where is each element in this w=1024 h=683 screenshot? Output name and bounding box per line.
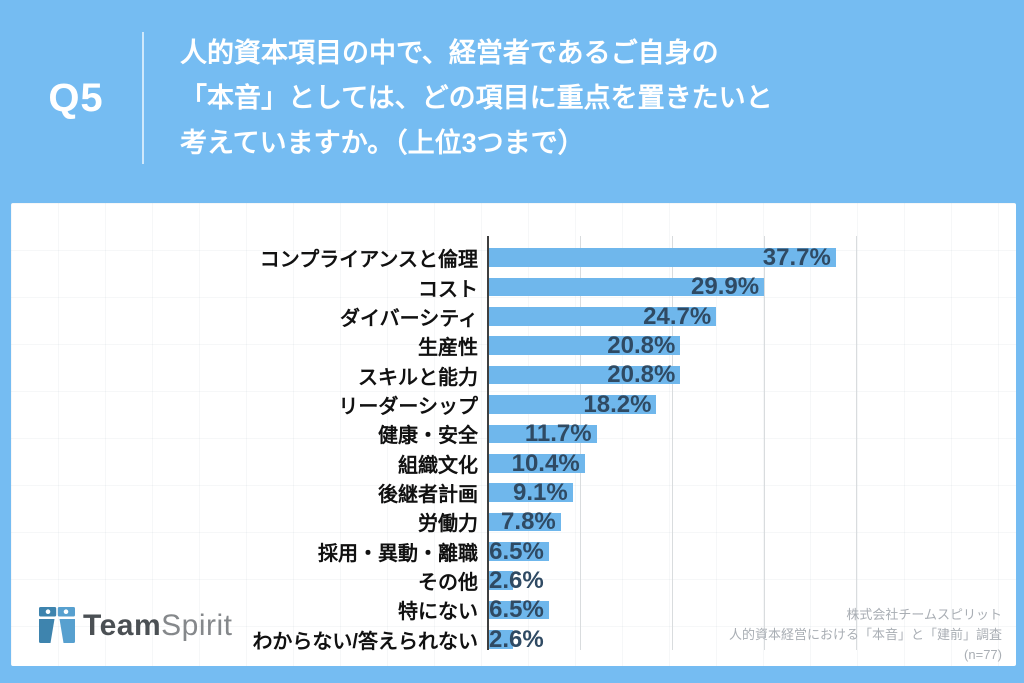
header-divider bbox=[142, 32, 144, 164]
bar-area: 9.1% bbox=[478, 478, 1016, 507]
category-label: 生産性 bbox=[418, 337, 478, 360]
chart-row: ダイバーシティ 24.7% bbox=[11, 302, 1016, 331]
bar bbox=[489, 453, 585, 473]
teamspirit-mark-icon bbox=[39, 607, 75, 643]
value-label: 7.8% bbox=[501, 508, 556, 536]
category-label: その他 bbox=[418, 572, 478, 595]
survey-attribution: 株式会社チームスピリット 人的資本経営における「本音」と「建前」調査 (n=77… bbox=[729, 605, 1002, 665]
chart-row: 採用・異動・離職 6.5% bbox=[11, 537, 1016, 566]
bar-area: 20.8% bbox=[478, 360, 1016, 389]
chart-row: 特にない 6.5% bbox=[11, 595, 1016, 624]
question-number: Q5 bbox=[48, 76, 104, 120]
value-label: 6.5% bbox=[489, 596, 544, 624]
category-label: リーダーシップ bbox=[338, 395, 478, 418]
category-label: 採用・異動・離職 bbox=[318, 542, 478, 565]
value-label: 18.2% bbox=[583, 390, 652, 418]
bar bbox=[489, 248, 836, 267]
value-label: 29.9% bbox=[691, 273, 760, 301]
attribution-sample-size: (n=77) bbox=[964, 647, 1002, 662]
chart-y-axis bbox=[487, 236, 489, 650]
bar bbox=[489, 336, 681, 356]
chart-row: 生産性 20.8% bbox=[11, 331, 1016, 360]
bar bbox=[489, 600, 549, 620]
category-label: わからない/答えられない bbox=[252, 630, 478, 653]
bar bbox=[489, 395, 657, 414]
chart-row: コンプライアンスと倫理 37.7% bbox=[11, 243, 1016, 272]
bar-area: 6.5% bbox=[478, 595, 1016, 624]
teamspirit-logo-text: TeamSpirit bbox=[83, 609, 233, 643]
category-label: 組織文化 bbox=[398, 454, 478, 477]
attribution-company: 株式会社チームスピリット bbox=[846, 607, 1002, 622]
category-label: スキルと能力 bbox=[358, 366, 478, 389]
question-text: 人的資本項目の中で、経営者であるご自身の 「本音」としては、どの項目に重点を置き… bbox=[180, 31, 773, 166]
bar bbox=[489, 424, 597, 444]
chart-row: その他 2.6% bbox=[11, 566, 1016, 595]
value-label: 24.7% bbox=[643, 302, 712, 330]
chart-row: コスト 29.9% bbox=[11, 272, 1016, 301]
chart-row: スキルと能力 20.8% bbox=[11, 360, 1016, 389]
bar bbox=[489, 571, 513, 590]
value-label: 20.8% bbox=[607, 361, 676, 389]
gridline-20-percent bbox=[672, 236, 673, 650]
category-label: コンプライアンスと倫理 bbox=[259, 249, 478, 272]
bar-area: 10.4% bbox=[478, 449, 1016, 478]
chart-row: 労働力 7.8% bbox=[11, 507, 1016, 536]
value-label: 2.6% bbox=[489, 625, 544, 653]
bar bbox=[489, 483, 573, 502]
attribution-survey-title: 人的資本経営における「本音」と「建前」調査 bbox=[728, 627, 1002, 642]
bar bbox=[489, 630, 513, 649]
bar-area: 2.6% bbox=[478, 625, 1016, 654]
bar bbox=[489, 307, 717, 326]
value-label: 20.8% bbox=[607, 332, 676, 360]
category-label: ダイバーシティ bbox=[340, 307, 478, 330]
category-label: 労働力 bbox=[418, 513, 478, 536]
chart-rows: コンプライアンスと倫理 37.7% コスト 29.9% ダイバーシティ 24.7% 生産性 2… bbox=[11, 243, 1016, 654]
bar-area: 2.6% bbox=[478, 566, 1016, 595]
bar-area: 37.7% bbox=[478, 243, 1016, 272]
chart-row: 健康・安全 11.7% bbox=[11, 419, 1016, 448]
bar-area: 6.5% bbox=[478, 537, 1016, 566]
logo-team-label: Team bbox=[83, 608, 162, 642]
category-label: 特にない bbox=[398, 601, 478, 624]
chart-row: 後継者計画 9.1% bbox=[11, 478, 1016, 507]
value-label: 11.7% bbox=[524, 420, 592, 448]
bar bbox=[489, 277, 765, 297]
logo-spirit-label: Spirit bbox=[161, 608, 233, 642]
bar-area: 29.9% bbox=[478, 272, 1016, 301]
bar bbox=[489, 541, 549, 561]
value-label: 2.6% bbox=[489, 566, 544, 594]
chart-row: わからない/答えられない 2.6% bbox=[11, 625, 1016, 654]
bar-area: 11.7% bbox=[478, 419, 1016, 448]
gridline-30-percent bbox=[764, 236, 765, 650]
category-label: 健康・安全 bbox=[378, 425, 478, 448]
question-line-3: 考えていますか。（上位3つまで） bbox=[180, 128, 585, 158]
value-label: 10.4% bbox=[511, 449, 580, 477]
bar-area: 7.8% bbox=[478, 507, 1016, 536]
teamspirit-logo: TeamSpirit bbox=[38, 607, 233, 644]
bar-area: 20.8% bbox=[478, 331, 1016, 360]
chart-row: 組織文化 10.4% bbox=[11, 449, 1016, 478]
category-label: 後継者計画 bbox=[378, 484, 478, 507]
bar bbox=[489, 512, 561, 532]
chart-card: コンプライアンスと倫理 37.7% コスト 29.9% ダイバーシティ 24.7% 生産性 2… bbox=[11, 203, 1016, 666]
bar bbox=[489, 365, 681, 385]
value-label: 6.5% bbox=[489, 537, 544, 565]
question-line-2: 「本音」としては、どの項目に重点を置きたいと bbox=[180, 83, 773, 113]
bar-area: 24.7% bbox=[478, 302, 1016, 331]
bar-area: 18.2% bbox=[478, 390, 1016, 419]
category-label: コスト bbox=[418, 278, 478, 301]
value-label: 37.7% bbox=[762, 244, 831, 271]
question-line-1: 人的資本項目の中で、経営者であるご自身の bbox=[180, 38, 719, 68]
value-label: 9.1% bbox=[513, 478, 568, 506]
gridline-40-percent bbox=[856, 236, 857, 650]
chart-row: リーダーシップ 18.2% bbox=[11, 390, 1016, 419]
